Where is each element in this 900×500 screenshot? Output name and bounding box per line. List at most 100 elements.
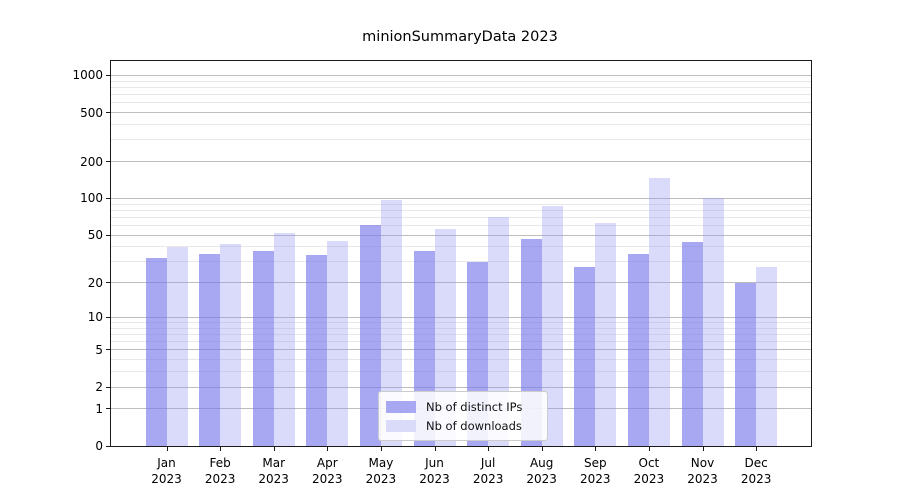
major-gridline: [111, 74, 811, 76]
x-tick-month: Dec: [744, 456, 768, 470]
y-tick-mark: [106, 161, 110, 163]
x-tick-month: Jan: [157, 456, 176, 470]
y-tick-mark: [106, 197, 110, 199]
x-tick-year: 2023: [365, 472, 397, 486]
x-tick-label-jun: Jun 2023: [405, 455, 465, 487]
x-tick-label-dec: Dec 2023: [726, 455, 786, 487]
x-tick-mark: [702, 447, 704, 451]
chart-title: minionSummaryData 2023: [362, 29, 558, 45]
legend-entry-distinct-ips: Nb of distinct IPs: [386, 397, 539, 416]
minor-gridline: [111, 371, 811, 373]
x-tick-mark: [220, 447, 222, 451]
x-tick-label-jan: Jan 2023: [137, 455, 197, 487]
minor-gridline: [111, 139, 811, 141]
bar-downloads-apr: [327, 240, 349, 446]
bar-downloads-sep: [595, 222, 617, 446]
major-gridline: [111, 386, 811, 388]
major-gridline: [111, 197, 811, 199]
minor-gridline: [111, 359, 811, 361]
x-tick-month: Aug: [529, 456, 554, 470]
x-tick-mark: [488, 447, 490, 451]
x-tick-year: 2023: [633, 472, 665, 486]
bar-downloads-may: [380, 200, 402, 446]
y-tick-mark: [106, 112, 110, 114]
x-tick-year: 2023: [526, 472, 557, 486]
minor-gridline: [111, 102, 811, 104]
y-tick-mark: [106, 408, 110, 410]
bar-downloads-nov: [702, 198, 724, 446]
y-tick-mark: [106, 316, 110, 318]
x-tick-month: Nov: [690, 456, 715, 470]
x-tick-month: Feb: [209, 456, 231, 470]
minor-gridline: [111, 225, 811, 226]
y-tick-label: 2: [95, 380, 103, 395]
legend-label: Nb of distinct IPs: [426, 399, 523, 414]
minor-gridline: [111, 246, 811, 248]
legend-entry-downloads: Nb of downloads: [386, 416, 539, 435]
x-tick-year: 2023: [204, 472, 236, 486]
x-tick-label-apr: Apr 2023: [297, 455, 357, 487]
minor-gridline: [111, 261, 811, 263]
x-tick-mark: [595, 447, 597, 451]
x-tick-label-sep: Sep 2023: [565, 455, 625, 487]
x-tick-mark: [380, 447, 382, 451]
x-tick-year: 2023: [258, 472, 289, 486]
bar-ips-apr: [306, 255, 328, 446]
minor-gridline: [111, 80, 811, 82]
x-tick-year: 2023: [687, 472, 718, 486]
x-tick-label-jul: Jul 2023: [458, 455, 518, 487]
x-tick-mark: [327, 447, 329, 451]
y-tick-mark: [106, 445, 110, 447]
y-tick-mark: [106, 282, 110, 284]
x-tick-year: 2023: [312, 472, 343, 486]
y-tick-label: 10: [87, 310, 103, 325]
y-tick-label: 500: [80, 105, 103, 120]
x-tick-month: Jun: [425, 456, 444, 470]
bar-ips-feb: [199, 253, 221, 446]
x-tick-month: Oct: [638, 456, 660, 470]
major-gridline: [111, 349, 811, 351]
y-tick-label: 20: [87, 275, 103, 290]
y-tick-label: 5: [95, 342, 103, 357]
x-tick-label-feb: Feb 2023: [190, 455, 250, 487]
minor-gridline: [111, 327, 811, 329]
x-tick-label-aug: Aug 2023: [512, 455, 572, 487]
legend-swatch: [386, 400, 416, 413]
x-tick-month: Sep: [583, 456, 607, 470]
x-tick-label-may: May 2023: [351, 455, 411, 487]
x-tick-year: 2023: [151, 472, 182, 486]
y-tick-label: 1: [95, 401, 103, 416]
x-tick-month: May: [368, 456, 394, 470]
y-tick-label: 50: [87, 228, 103, 243]
minor-gridline: [111, 94, 811, 96]
x-tick-month: Mar: [262, 456, 285, 470]
minor-gridline: [111, 322, 811, 323]
bar-ips-dec: [735, 282, 757, 446]
x-tick-mark: [166, 447, 168, 451]
major-gridline: [111, 282, 811, 284]
y-tick-mark: [106, 74, 110, 76]
x-tick-mark: [756, 447, 758, 451]
x-tick-mark: [648, 447, 650, 451]
legend: Nb of distinct IPs Nb of downloads: [378, 391, 548, 441]
x-tick-label-nov: Nov 2023: [673, 455, 733, 487]
bar-ips-sep: [574, 267, 596, 446]
legend-swatch: [386, 419, 416, 432]
major-gridline: [111, 161, 811, 163]
x-tick-year: 2023: [472, 472, 504, 486]
x-tick-label-oct: Oct 2023: [619, 455, 679, 487]
y-tick-mark: [106, 234, 110, 236]
x-tick-mark: [273, 447, 275, 451]
minor-gridline: [111, 333, 811, 335]
y-tick-mark: [106, 386, 110, 388]
bar-downloads-oct: [648, 177, 670, 446]
legend-label: Nb of downloads: [426, 418, 522, 433]
y-tick-label: 200: [80, 154, 103, 169]
minor-gridline: [111, 216, 811, 218]
bar-downloads-mar: [273, 233, 295, 446]
y-tick-label: 100: [80, 191, 103, 206]
x-tick-year: 2023: [580, 472, 611, 486]
bar-ips-mar: [252, 250, 274, 446]
x-tick-mark: [434, 447, 436, 451]
